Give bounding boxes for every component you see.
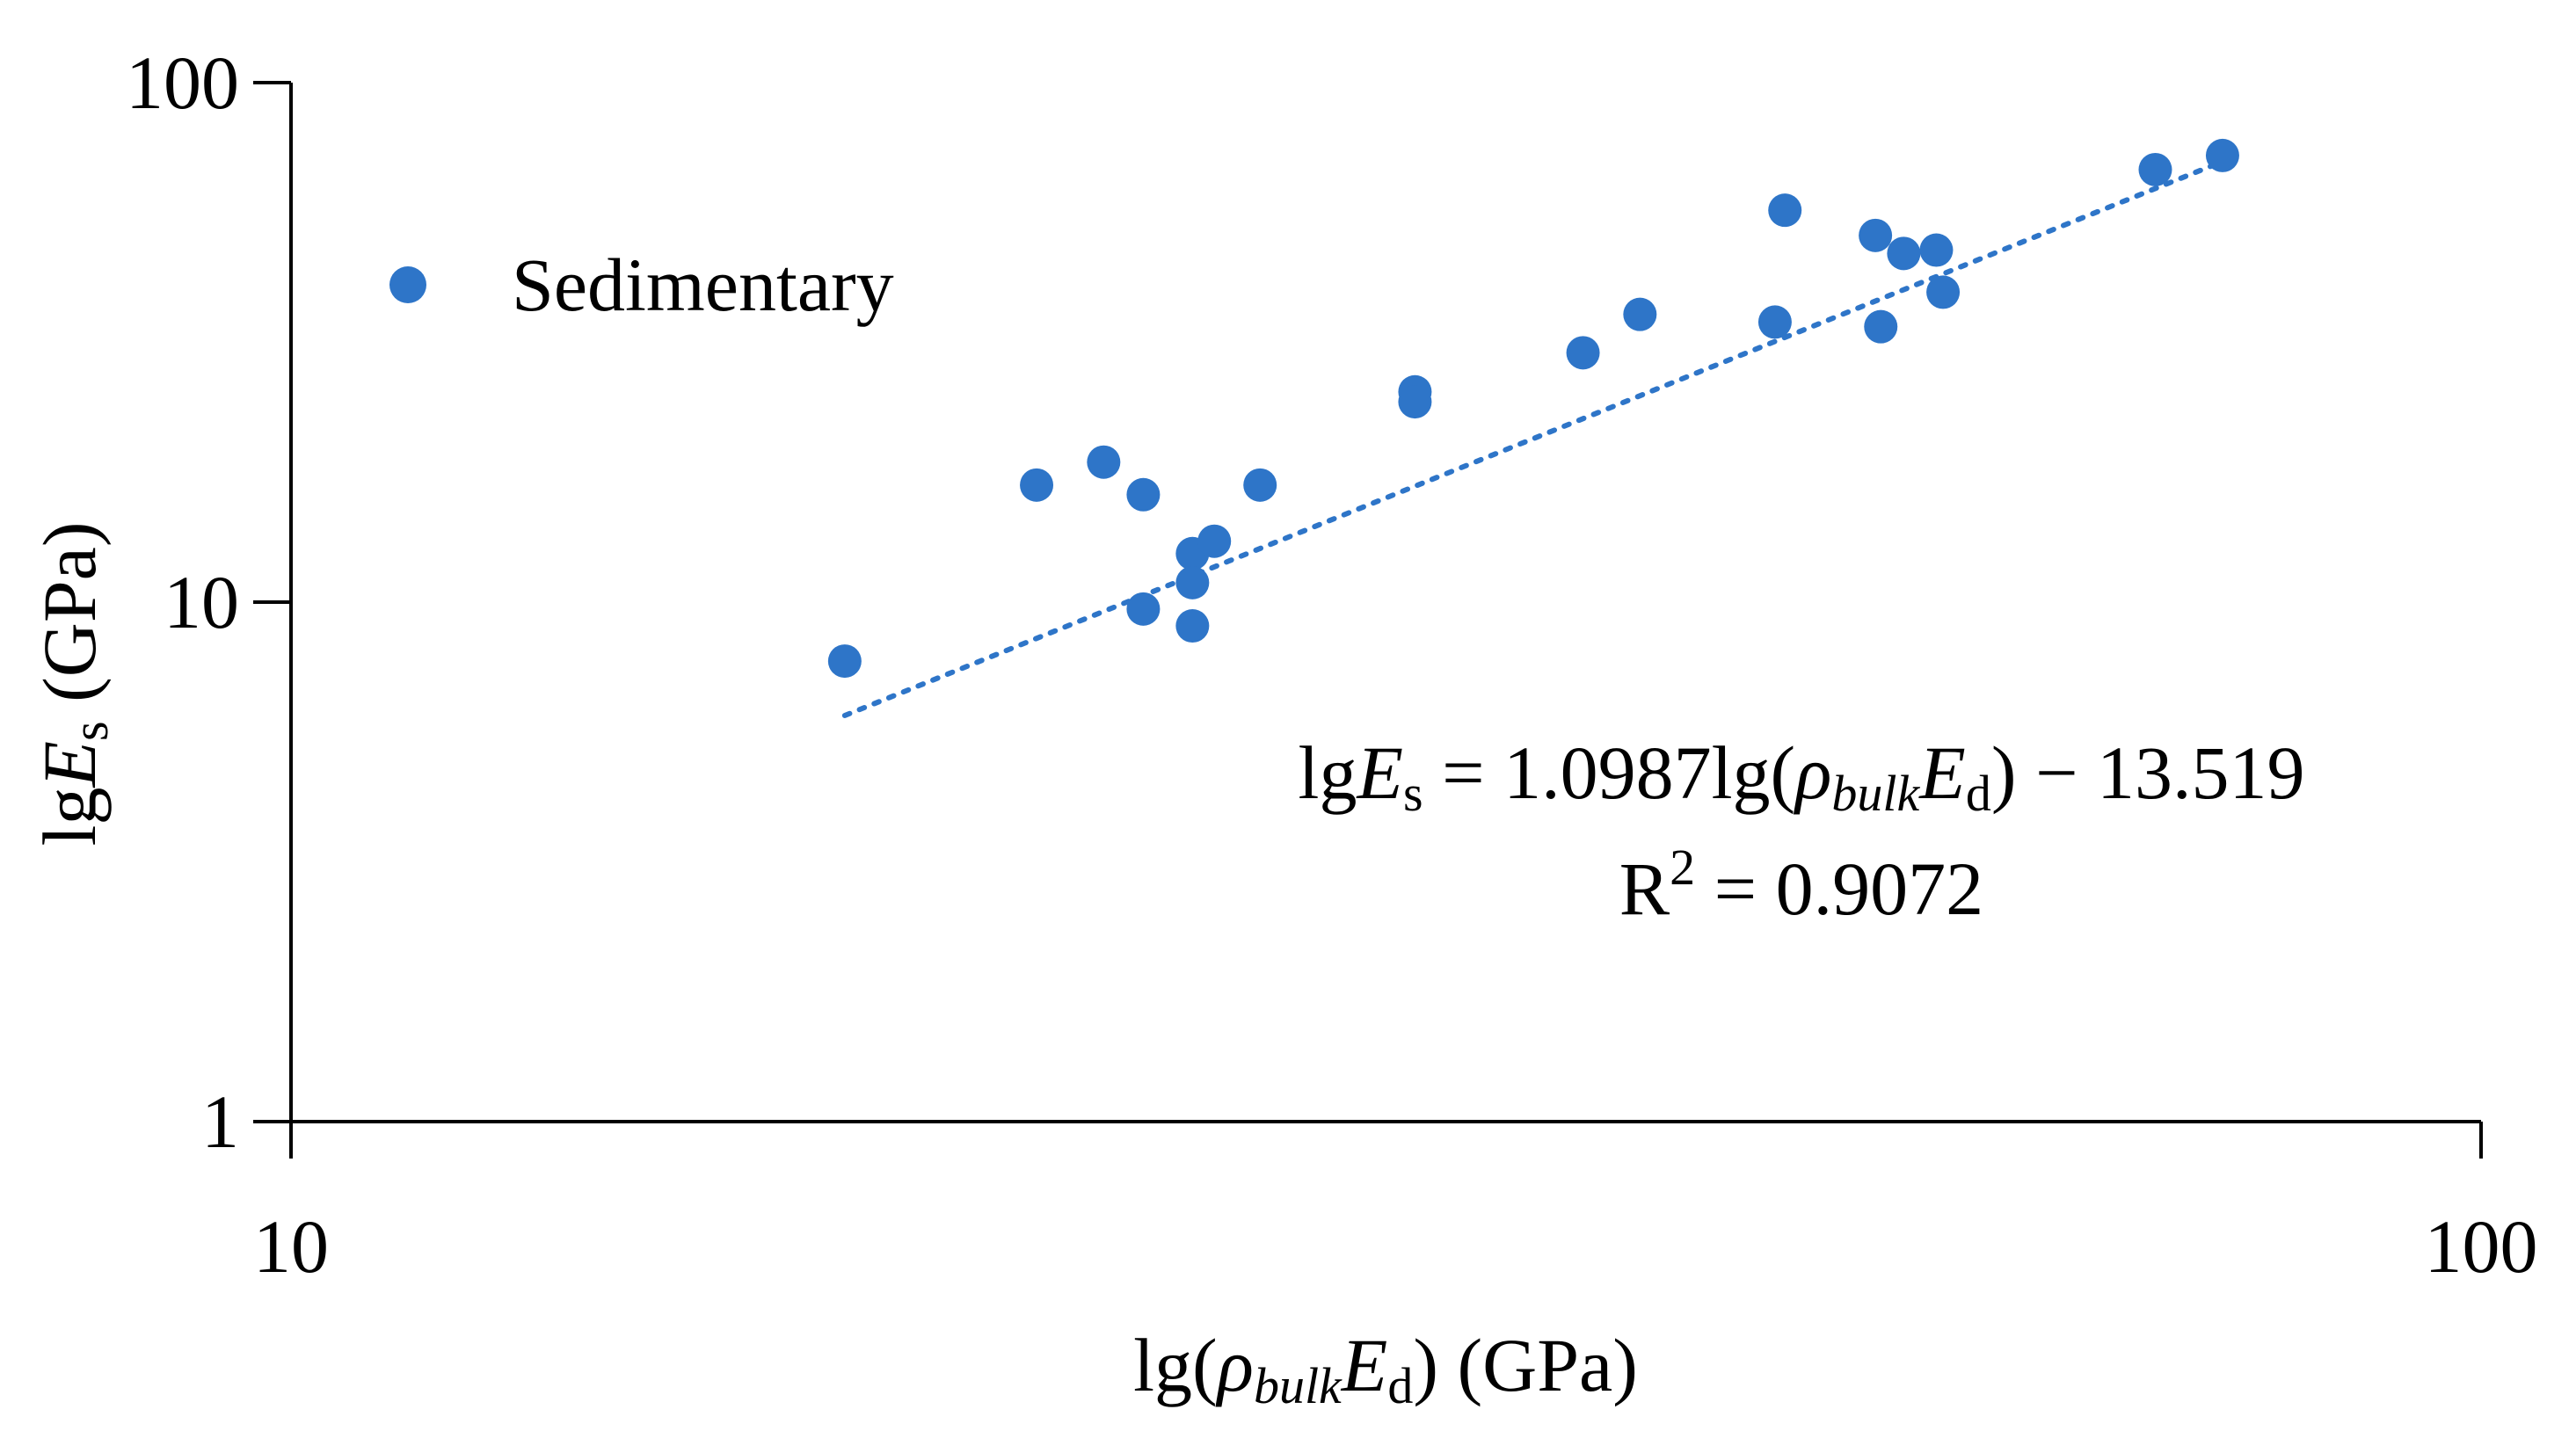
- trendline-layer: [841, 158, 2225, 718]
- data-point: [1398, 385, 1432, 419]
- eq-rho-sub: bulk: [1831, 765, 1920, 822]
- points-layer: [827, 138, 2239, 679]
- y-tick-label-1: 1: [201, 1079, 239, 1164]
- data-point: [2138, 152, 2172, 186]
- data-point: [1087, 445, 1121, 479]
- x-axis-title-prefix: lg(: [1133, 1323, 1218, 1407]
- x-axis-title-e: E: [1340, 1323, 1388, 1407]
- data-point: [1126, 477, 1161, 512]
- data-point: [2205, 138, 2239, 172]
- legend: Sedimentary: [389, 243, 894, 327]
- y-axis-title-suffix: (GPa): [27, 522, 112, 722]
- x-axis-title-e-sub: d: [1387, 1357, 1413, 1414]
- x-axis-title-suffix: ) (GPa): [1413, 1323, 1638, 1407]
- y-axis-title-prefix: lg: [27, 788, 112, 846]
- data-point: [1623, 297, 1657, 331]
- y-axis-title: lgEs (GPa): [27, 522, 119, 846]
- trendline: [841, 158, 2225, 718]
- y-tick-label-10: 10: [164, 560, 239, 644]
- y-axis-title-e: E: [27, 741, 112, 789]
- eq-e-sub: d: [1966, 765, 1991, 822]
- data-point: [1919, 233, 1954, 267]
- r2-value: = 0.9072: [1695, 846, 1983, 931]
- equation-line: lgEs = 1.0987lg(ρbulkEd) − 13.519: [1299, 730, 2305, 822]
- data-point: [1175, 565, 1210, 599]
- data-point: [1197, 524, 1232, 558]
- r2-label: R: [1619, 846, 1670, 931]
- y-axis-title-e-sub: s: [62, 721, 119, 741]
- equation-annotation: lgEs = 1.0987lg(ρbulkEd) − 13.519 R2 = 0…: [1299, 730, 2305, 931]
- r2-sup: 2: [1670, 839, 1695, 896]
- eq-lhs-e: E: [1355, 730, 1403, 815]
- eq-mid: = 1.0987lg(: [1423, 730, 1796, 815]
- data-point: [1757, 305, 1792, 339]
- x-tick-label-100: 100: [2425, 1204, 2538, 1289]
- eq-lhs-sub: s: [1403, 765, 1423, 822]
- data-point: [1175, 609, 1210, 643]
- data-point: [1020, 468, 1054, 502]
- y-tick-label-100: 100: [126, 40, 239, 125]
- x-axis-title-rho-sub: bulk: [1254, 1357, 1343, 1414]
- legend-label-sedimentary: Sedimentary: [512, 243, 894, 327]
- data-point: [1864, 309, 1898, 344]
- r-squared-line: R2 = 0.9072: [1619, 839, 1983, 931]
- data-point: [1126, 592, 1161, 626]
- x-axis-title-rho: ρ: [1215, 1323, 1254, 1407]
- x-axis-title: lg(ρbulkEd) (GPa): [1133, 1323, 1638, 1414]
- eq-rhs: ) − 13.519: [1991, 730, 2305, 815]
- x-tick-label-10: 10: [253, 1204, 329, 1289]
- data-point: [827, 644, 862, 679]
- axes: 100 10 1 10 100: [126, 40, 2538, 1289]
- data-point: [1887, 236, 1921, 271]
- data-point: [1859, 218, 1893, 252]
- data-point: [1926, 275, 1961, 309]
- data-point: [1566, 336, 1600, 370]
- eq-rho: ρ: [1793, 730, 1831, 815]
- eq-lhs-prefix: lg: [1299, 730, 1357, 815]
- legend-marker: [389, 266, 426, 303]
- data-point: [1768, 193, 1802, 228]
- data-point: [1243, 468, 1277, 502]
- eq-e: E: [1917, 730, 1966, 815]
